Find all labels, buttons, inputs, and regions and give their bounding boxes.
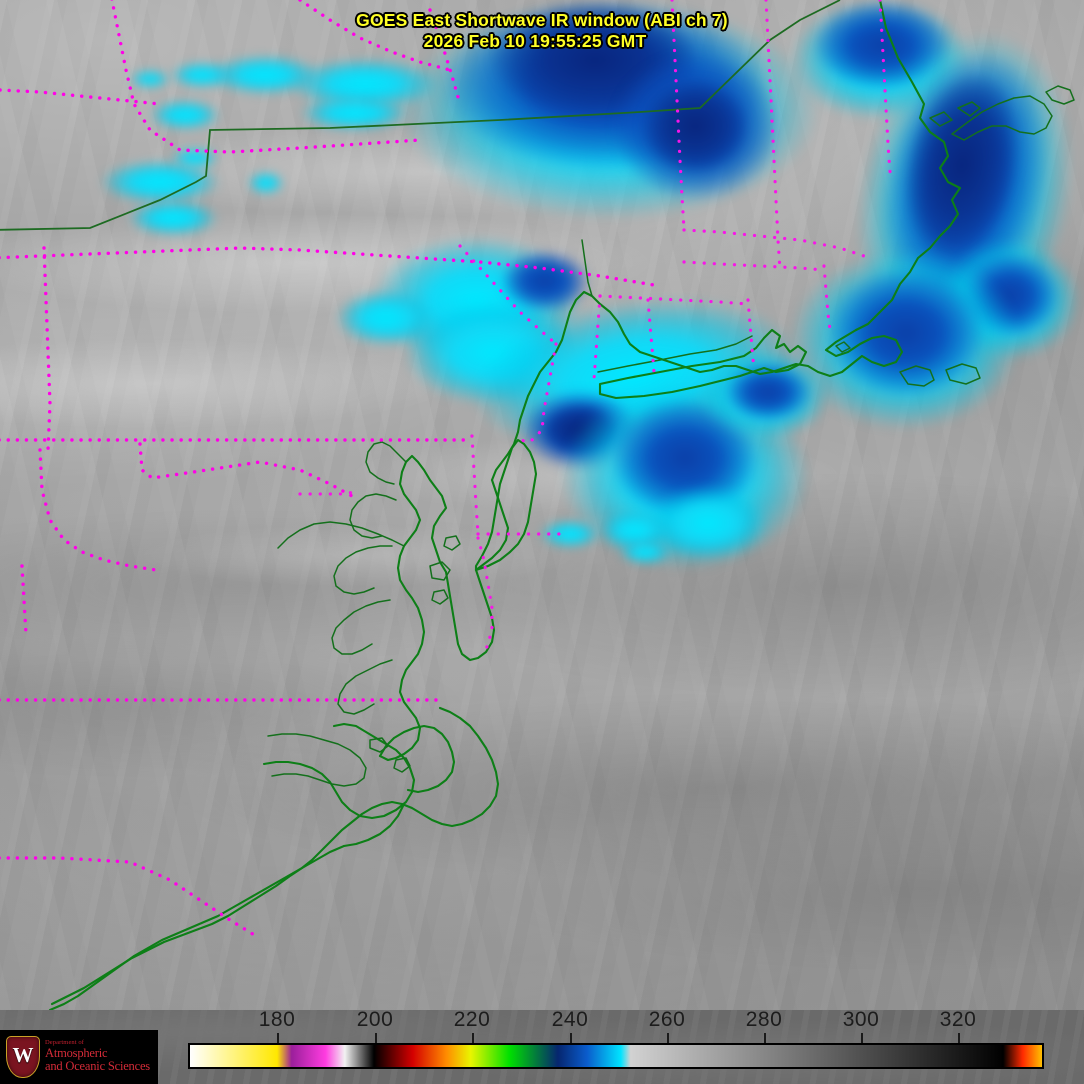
colorbar-tick [764,1033,766,1044]
state-boundary [42,246,52,452]
island-coastline [957,101,981,117]
state-boundary [878,0,892,174]
delmarva-coastline [474,438,538,572]
colorbar-tick [375,1033,377,1044]
colorbar-tick-label: 260 [648,1008,686,1031]
northeast-coastline [854,0,962,332]
state-boundary [0,246,662,288]
state-boundary [646,298,656,374]
map-overlay [0,0,1075,1010]
satellite-image-canvas[interactable]: GOES East Shortwave IR window (ABI ch 7)… [0,0,1084,1010]
colorbar-colormap [190,1045,1042,1067]
state-boundary [476,536,494,652]
institution-logo: W Department of Atmospheric and Oceanic … [0,1030,158,1084]
cold-cloud-cluster [248,172,284,194]
chesapeake-island [431,589,449,605]
state-boundary [138,442,354,498]
logo-line-atmospheric: Atmospheric [45,1046,108,1061]
virginia-coastline [378,724,456,794]
state-boundary [298,0,452,72]
state-boundary [428,8,462,106]
sound-island [393,757,411,773]
coldest-cloud-core [640,78,750,174]
colorbar-tick-label: 200 [356,1008,394,1031]
international-border [0,0,841,231]
state-boundary [764,0,782,272]
colorbar-tick-label: 300 [842,1008,880,1031]
state-boundary [110,0,422,154]
cold-cloud-cluster [170,62,234,88]
chesapeake-island [443,535,461,551]
uw-crest-icon: W [6,1036,40,1078]
colorbar-tick-label: 220 [453,1008,491,1031]
logo-text: Department of Atmospheric and Oceanic Sc… [45,1040,150,1073]
state-boundary [682,228,872,260]
long-island-sound-coastline [597,335,753,373]
state-boundary [0,88,162,106]
state-boundary [0,856,258,938]
state-boundary [470,434,480,536]
colorbar-ticks [0,1033,1084,1045]
chesapeake-bay-coastline [378,454,448,762]
sound-island [369,737,389,753]
chesapeake-tributary [333,545,393,595]
cold-cloud-cluster [130,70,170,88]
nova-scotia-coastline [951,95,1053,141]
colorbar-tick [861,1033,863,1044]
pamlico-sound-coastline [262,722,416,820]
cold-cloud-cluster [150,100,220,130]
colorbar[interactable] [188,1043,1044,1069]
cape-cod-coastline [710,328,904,378]
state-boundary [598,294,750,306]
island-coastline [1045,85,1075,105]
cape-lookout-coastline [342,802,406,848]
hudson-river [581,239,593,297]
colorbar-tick-label: 240 [551,1008,589,1031]
cloud-street-region [620,540,670,564]
delmarva-peninsula-coastline [444,568,496,662]
marthas-vineyard-coastline [899,365,935,387]
colorbar-tick-label: 280 [745,1008,783,1031]
colorbar-tick [667,1033,669,1044]
north-carolina-coastline [48,844,346,1010]
state-boundary [682,260,826,272]
potomac-river [277,521,405,549]
chesapeake-tributary [337,659,393,715]
state-boundary [746,298,756,372]
state-boundary [822,264,832,332]
state-boundary [670,0,686,232]
island-coastline [929,111,953,127]
state-boundary [592,294,602,382]
albemarle-sound-coastline [267,733,367,787]
colorbar-tick-label: 320 [939,1008,977,1031]
connecticut-coastline [490,290,714,482]
chesapeake-tributary [331,599,391,655]
logo-line-department: Department of [45,1039,85,1047]
state-boundary [38,448,158,572]
block-island-coastline [835,341,851,353]
state-boundary [20,564,28,636]
colorbar-tick [472,1033,474,1044]
colorbar-gradient [188,1043,1044,1069]
long-island-coastline [598,328,808,400]
chesapeake-tributary [349,493,397,539]
crest-shield [6,1036,40,1078]
state-boundary [458,244,558,346]
crest-letter: W [12,1042,34,1067]
logo-line-oceanic: and Oceanic Sciences [45,1059,150,1074]
nantucket-coastline [945,363,981,385]
chesapeake-tributary [365,441,407,485]
cold-cloud-cluster [336,290,436,346]
colorbar-tick-labels: 180 200 220 240 260 280 300 320 [0,1008,1084,1034]
chesapeake-island [429,561,451,581]
colorbar-tick [570,1033,572,1044]
state-boundary [298,490,358,496]
colorbar-tick [958,1033,960,1044]
outer-banks-coastline [50,706,500,1006]
colorbar-tick-label: 180 [258,1008,296,1031]
colorbar-tick [277,1033,279,1044]
